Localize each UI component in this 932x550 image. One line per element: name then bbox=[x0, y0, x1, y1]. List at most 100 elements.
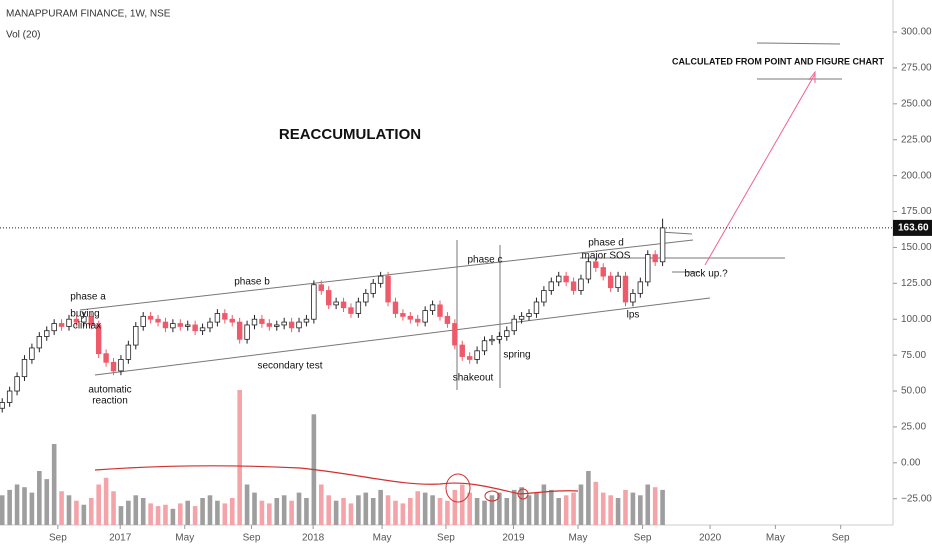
candle-body bbox=[318, 284, 324, 291]
candle-body bbox=[274, 324, 280, 327]
candle-body bbox=[593, 261, 599, 268]
volume-bar bbox=[615, 498, 621, 525]
candle-body bbox=[622, 275, 629, 303]
candle-body bbox=[377, 275, 384, 284]
candle-body bbox=[652, 254, 658, 263]
volume-bar bbox=[88, 498, 94, 525]
y-tick-label: 150.00 bbox=[901, 242, 932, 253]
candle-body bbox=[133, 326, 139, 346]
x-tick-label: 2017 bbox=[109, 533, 132, 544]
lower-channel bbox=[94, 297, 711, 376]
volume-bar bbox=[318, 484, 324, 525]
y-tick-label: 300.00 bbox=[901, 27, 932, 38]
annotation: spring bbox=[503, 350, 530, 361]
volume-bar bbox=[408, 498, 413, 525]
volume-bar bbox=[259, 500, 265, 525]
candle-body bbox=[118, 359, 124, 372]
x-tick-label: Sep bbox=[832, 533, 850, 544]
y-tick-label: 225.00 bbox=[901, 134, 932, 145]
candle-body bbox=[570, 281, 577, 291]
x-tick-label: Sep bbox=[634, 533, 652, 544]
candle-body bbox=[140, 315, 146, 327]
candle-body bbox=[21, 359, 28, 378]
candle-body bbox=[103, 353, 109, 363]
volume-bar bbox=[356, 495, 361, 525]
drawings bbox=[79, 42, 842, 503]
candle-body bbox=[229, 318, 235, 323]
volume-bar bbox=[29, 492, 35, 525]
volume-bar bbox=[497, 492, 502, 525]
volume-bar bbox=[252, 492, 257, 525]
y-tick-label: 0.00 bbox=[901, 457, 921, 468]
volume-bar bbox=[526, 495, 532, 525]
volume-bar bbox=[66, 495, 72, 525]
volume-bar bbox=[222, 503, 228, 525]
volume-bar bbox=[563, 495, 569, 525]
candle-body bbox=[162, 321, 169, 329]
candle-body bbox=[296, 321, 302, 329]
candle-body bbox=[407, 315, 414, 320]
candle-body bbox=[429, 304, 436, 312]
volume-bar bbox=[200, 498, 205, 525]
candle-body bbox=[533, 301, 540, 314]
candle-body bbox=[400, 313, 406, 317]
chart-subtitle: Vol (20) bbox=[6, 30, 40, 41]
volume-bar bbox=[586, 471, 591, 525]
candle-body bbox=[14, 376, 20, 392]
candle-body bbox=[355, 301, 362, 314]
volume-bar bbox=[378, 489, 383, 525]
y-tick-label: 75.00 bbox=[901, 350, 926, 361]
volume-bar bbox=[155, 506, 161, 525]
last-price-label: 163.60 bbox=[898, 223, 929, 234]
volume-bar bbox=[289, 500, 294, 525]
volume-bar bbox=[400, 503, 406, 525]
candle-body bbox=[177, 323, 184, 327]
candle-body bbox=[333, 301, 339, 306]
volume-bar bbox=[333, 500, 339, 525]
candle-body bbox=[44, 330, 50, 337]
volume-bar bbox=[178, 503, 183, 525]
volume-bar bbox=[593, 481, 599, 525]
x-tick-label: 2018 bbox=[302, 533, 325, 544]
annotation: shakeout bbox=[453, 373, 494, 384]
volume-bar bbox=[296, 492, 302, 525]
volume-bar bbox=[541, 484, 547, 525]
x-tick-label: Sep bbox=[243, 533, 261, 544]
candle-body bbox=[288, 321, 295, 329]
candle-body bbox=[422, 310, 428, 323]
volume-bar bbox=[111, 491, 116, 525]
volume-bar bbox=[348, 503, 354, 525]
volume-bar bbox=[638, 495, 643, 525]
x-tick-label: Sep bbox=[437, 533, 455, 544]
candle-body bbox=[244, 324, 250, 340]
annotation: lps bbox=[627, 310, 640, 321]
annotation: automatic bbox=[88, 385, 131, 396]
candle-body bbox=[303, 318, 310, 323]
volume-bar bbox=[504, 498, 510, 525]
volume-bar bbox=[185, 500, 191, 525]
candle-body bbox=[147, 315, 154, 320]
candle-body bbox=[585, 261, 592, 280]
candle-body bbox=[526, 313, 532, 317]
volume-bar bbox=[215, 500, 220, 525]
volume-bar bbox=[534, 492, 539, 525]
candle-body bbox=[415, 318, 421, 323]
volume-bar bbox=[645, 484, 651, 525]
volume-bar bbox=[370, 498, 376, 525]
volume-bar bbox=[660, 489, 665, 525]
candle-body bbox=[600, 267, 606, 277]
y-tick-label: 200.00 bbox=[901, 170, 932, 181]
candle-body bbox=[36, 336, 43, 349]
candle-body bbox=[615, 275, 621, 289]
volume-bar bbox=[304, 498, 309, 525]
candle-body bbox=[236, 321, 243, 340]
candle-body bbox=[251, 318, 258, 326]
volume-bar bbox=[385, 495, 391, 525]
volume-bar bbox=[170, 508, 176, 525]
volume-bar bbox=[341, 498, 346, 525]
y-tick-label: −25.00 bbox=[901, 493, 932, 504]
volume-bar bbox=[467, 492, 472, 525]
x-tick-label: Sep bbox=[49, 533, 67, 544]
x-tick-label: May bbox=[569, 533, 588, 544]
candle-body bbox=[496, 336, 503, 340]
